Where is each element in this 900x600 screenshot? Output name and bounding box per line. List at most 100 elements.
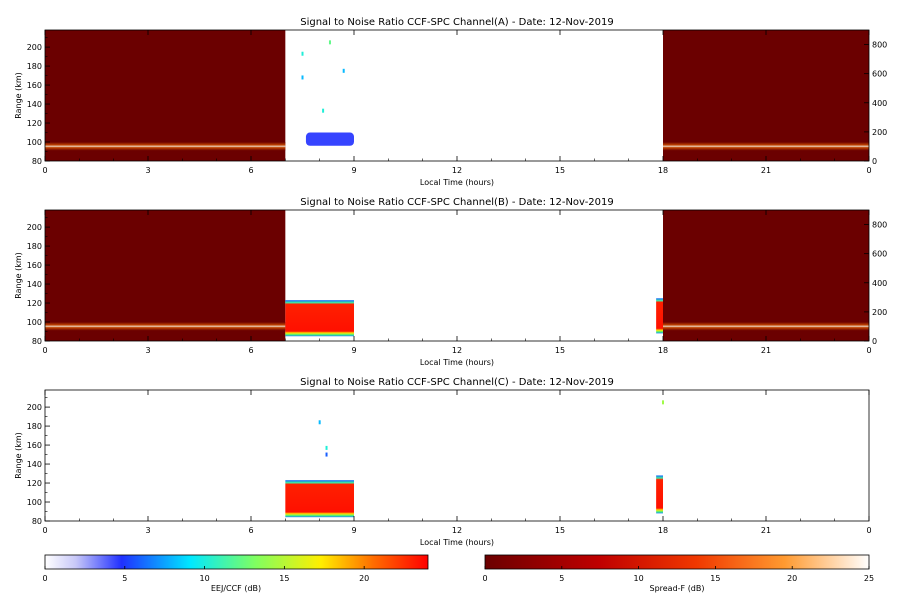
panel-1: Signal to Noise Ratio CCF-SPC Channel(B)…	[14, 197, 887, 367]
spread-f-colorbar: 0 5 10 15 20 25 Spread-F (dB)	[482, 554, 874, 593]
x-tick-label: 6	[248, 526, 253, 535]
y2-tick-label: 400	[872, 99, 887, 108]
spread-f-block	[663, 30, 869, 161]
panel-0: Signal to Noise Ratio CCF-SPC Channel(A)…	[14, 17, 887, 187]
y-tick-label: 80	[32, 157, 42, 166]
y2-tick-label: 400	[872, 279, 887, 288]
x-tick-label: 6	[248, 166, 253, 175]
colorbar-tick-label: 5	[559, 574, 564, 583]
colorbar-tick-label: 0	[42, 574, 47, 583]
x-tick-label: 0	[866, 166, 871, 175]
eej-block	[285, 480, 354, 518]
y2-tick-label: 200	[872, 128, 887, 137]
x-tick-label: 18	[658, 346, 668, 355]
y-tick-label: 180	[27, 62, 42, 71]
y2-tick-label: 800	[872, 221, 887, 230]
x-tick-label: 15	[555, 346, 565, 355]
y-tick-label: 140	[27, 280, 42, 289]
colorbar-tick-label: 20	[359, 574, 369, 583]
colorbar-tick-label: 0	[482, 574, 487, 583]
colorbar-tick-label: 5	[122, 574, 127, 583]
x-tick-label: 15	[555, 166, 565, 175]
spread-f-block	[45, 30, 286, 161]
y2-tick-label: 0	[872, 337, 877, 346]
spread-f-layer	[45, 322, 286, 331]
y-tick-label: 160	[27, 441, 42, 450]
y-tick-label: 120	[27, 479, 42, 488]
colorbar-tick-label: 15	[279, 574, 289, 583]
x-tick-label: 0	[42, 346, 47, 355]
y-axis-label: Range (km)	[14, 432, 23, 479]
colorbar-tick-label: 10	[199, 574, 209, 583]
eej-point	[342, 68, 345, 73]
y2-tick-label: 600	[872, 70, 887, 79]
eej-colorbar-ticks: 0 5 10 15 20	[42, 566, 369, 583]
y2-tick-label: 600	[872, 250, 887, 259]
chart-title: Signal to Noise Ratio CCF-SPC Channel(A)…	[300, 17, 614, 28]
y2-tick-label: 800	[872, 41, 887, 50]
eej-point	[318, 420, 321, 425]
eej-point	[301, 75, 304, 80]
y-tick-label: 200	[27, 403, 42, 412]
y-tick-label: 160	[27, 261, 42, 270]
x-tick-label: 12	[452, 166, 462, 175]
eej-point	[301, 51, 304, 56]
spread-f-colorbar-label: Spread-F (dB)	[649, 584, 704, 593]
eej-colorbar-label: EEJ/CCF (dB)	[211, 584, 261, 593]
y-tick-label: 120	[27, 299, 42, 308]
y-tick-label: 80	[32, 337, 42, 346]
y-tick-label: 100	[27, 138, 42, 147]
y-tick-label: 100	[27, 318, 42, 327]
eej-point	[328, 40, 331, 45]
spread-f-layer	[663, 142, 869, 151]
x-tick-label: 0	[42, 526, 47, 535]
y-tick-label: 120	[27, 119, 42, 128]
spread-f-block	[45, 210, 286, 341]
y-tick-label: 100	[27, 498, 42, 507]
x-tick-label: 15	[555, 526, 565, 535]
eej-point	[325, 452, 328, 457]
x-tick-label: 6	[248, 346, 253, 355]
x-tick-label: 9	[351, 526, 356, 535]
spread-f-block	[663, 210, 869, 341]
colorbar-tick-label: 15	[710, 574, 720, 583]
y2-tick-label: 200	[872, 308, 887, 317]
x-tick-label: 12	[452, 526, 462, 535]
y-tick-label: 160	[27, 81, 42, 90]
y-tick-label: 80	[32, 517, 42, 526]
panels-layer: Signal to Noise Ratio CCF-SPC Channel(A)…	[14, 17, 887, 547]
eej-point	[322, 108, 325, 113]
x-tick-label: 18	[658, 526, 668, 535]
x-tick-label: 12	[452, 346, 462, 355]
y-tick-label: 140	[27, 100, 42, 109]
y-tick-label: 140	[27, 460, 42, 469]
y2-tick-label: 0	[872, 157, 877, 166]
spread-f-colorbar-ticks: 0 5 10 15 20 25	[482, 566, 874, 583]
x-tick-label: 21	[761, 166, 771, 175]
eej-block	[656, 298, 663, 334]
spread-f-layer	[45, 142, 286, 151]
y-axis-label: Range (km)	[14, 252, 23, 299]
x-tick-label: 3	[145, 166, 150, 175]
y-tick-label: 180	[27, 242, 42, 251]
x-axis-label: Local Time (hours)	[420, 538, 494, 547]
chart-title: Signal to Noise Ratio CCF-SPC Channel(C)…	[300, 377, 614, 388]
plot-area	[45, 390, 869, 521]
eej-block	[656, 475, 663, 514]
panel-2: Signal to Noise Ratio CCF-SPC Channel(C)…	[14, 377, 872, 547]
colorbar-tick-label: 10	[634, 574, 644, 583]
eej-point	[662, 400, 664, 405]
x-axis-label: Local Time (hours)	[420, 178, 494, 187]
chart-title: Signal to Noise Ratio CCF-SPC Channel(B)…	[300, 197, 614, 208]
y-tick-label: 180	[27, 422, 42, 431]
spread-f-colorbar-gradient	[484, 554, 870, 570]
eej-block	[305, 132, 354, 146]
x-tick-label: 3	[145, 526, 150, 535]
spread-f-layer	[663, 322, 869, 331]
x-tick-label: 9	[351, 346, 356, 355]
x-tick-label: 0	[866, 526, 871, 535]
eej-point	[325, 445, 328, 450]
x-tick-label: 21	[761, 526, 771, 535]
y-tick-label: 200	[27, 43, 42, 52]
